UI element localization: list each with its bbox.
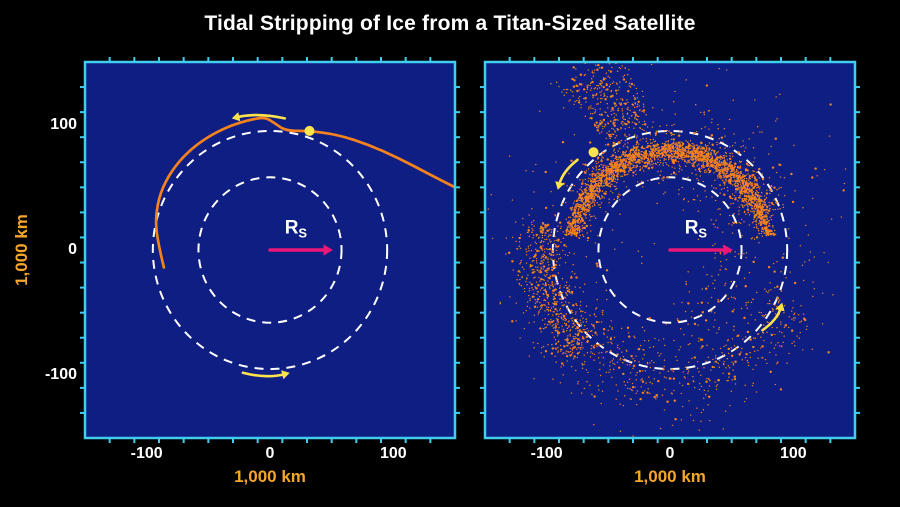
x-axis-unit-label-right: 1,000 km [634,467,706,486]
direction-arrow-head [555,181,565,190]
y-tick-label: 0 [68,241,77,258]
direction-arrow [241,371,286,378]
satellite-dot [304,125,315,136]
satellite-dot [588,147,599,158]
direction-arrow-head [231,112,241,122]
rs-arrow-head [323,244,333,256]
y-tick-label: -100 [44,366,77,384]
x-tick-label: 0 [665,445,675,462]
particle-field-bright [507,63,845,421]
dashed-circle [151,129,389,371]
x-tick-label: 0 [265,445,275,462]
direction-arrow-head [775,302,785,312]
right-panel: RS [473,50,867,450]
direction-arrow [557,158,579,186]
left-panel-plot: RS [80,57,460,443]
x-tick-label: 100 [779,445,807,462]
ice-stream [154,116,455,269]
panel-border [483,60,857,440]
x-axis-unit-label-left: 1,000 km [234,467,306,486]
right-panel-plot: RS [480,57,860,443]
figure-title: Tidal Stripping of Ice from a Titan-Size… [204,12,696,35]
x-tick-label: -100 [530,445,563,462]
y-tick-label: 100 [50,115,77,133]
panel-border [83,60,457,440]
x-tick-label: 100 [379,445,407,462]
direction-arrow [235,113,287,120]
rs-arrow-head [723,244,733,256]
dashed-circle [597,176,743,324]
dashed-circle [551,129,789,371]
x-tick-label: -100 [130,445,163,462]
direction-arrow-head [281,370,290,380]
left-panel: RS [73,50,467,450]
particle-field [487,62,847,437]
dashed-circle [197,176,343,324]
